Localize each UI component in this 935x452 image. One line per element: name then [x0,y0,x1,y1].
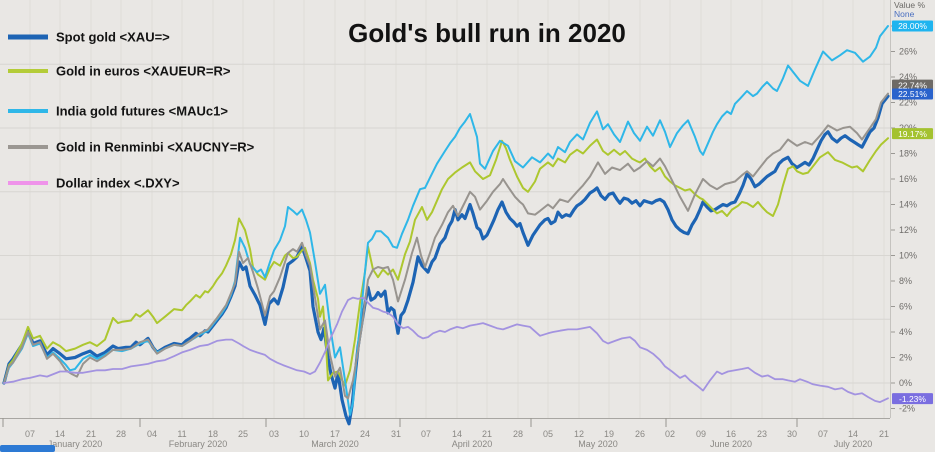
x-axis-week-label: 16 [726,429,736,439]
x-axis-week-label: 30 [787,429,797,439]
last-value-badge-label: 22.51% [898,89,927,99]
x-axis-month-label: June 2020 [710,439,752,449]
y-axis-tick-label: 12% [899,225,917,235]
last-value-badge-label: -1.23% [899,394,926,404]
series-line-dollar-index-dxy [3,296,889,404]
x-axis-week-label: 10 [299,429,309,439]
legend-item-gold-in-renminbi-xaucny-r: Gold in Renminbi <XAUCNY=R> [8,140,255,155]
x-axis-month-label: January 2020 [48,439,103,449]
last-value-badge-28-00 [892,20,933,32]
y-axis-tick-label: 10% [899,251,917,261]
x-axis-month-label: May 2020 [578,439,618,449]
y-axis-tick-label: 26% [899,47,917,57]
y-axis-tick-label: 22% [899,98,917,108]
legend-item-gold-in-euros-xaueur-r: Gold in euros <XAUEUR=R> [8,64,231,79]
corner-window-fragment [0,445,55,452]
x-axis-week-label: 07 [421,429,431,439]
legend-item-dollar-index-dxy: Dollar index <.DXY> [8,176,180,191]
y-axis-tick-label: 4% [899,327,912,337]
x-axis-month-label: March 2020 [311,439,359,449]
x-axis-week-label: 18 [208,429,218,439]
x-axis-week-label: 19 [604,429,614,439]
x-axis-week-label: 12 [574,429,584,439]
last-value-badge-label: 22.74% [898,80,927,90]
x-axis-week-label: 21 [86,429,96,439]
x-axis-week-label: 21 [482,429,492,439]
x-axis-month-label: July 2020 [834,439,873,449]
x-axis-week-label: 14 [848,429,858,439]
x-axis-week-label: 28 [116,429,126,439]
legend-label: Spot gold <XAU=> [56,30,170,45]
x-axis-month-label: February 2020 [169,439,228,449]
y-axis-tick-label: 20% [899,123,917,133]
legend-item-india-gold-futures-mauc1: India gold futures <MAUc1> [8,104,228,119]
y-axis-tick-label: 16% [899,174,917,184]
x-axis-month-label: April 2020 [452,439,493,449]
series-line-gold-in-renminbi-xaucny-r [3,92,889,400]
x-axis-week-label: 02 [665,429,675,439]
x-axis-week-label: 26 [635,429,645,439]
y-axis-tick-label: 0% [899,378,912,388]
x-axis-week-label: 14 [55,429,65,439]
axis-header-none: None [894,9,915,19]
x-axis-week-label: 31 [391,429,401,439]
y-axis-tick-label: -2% [899,404,915,414]
x-axis-week-label: 05 [543,429,553,439]
y-axis-tick-label: 18% [899,149,917,159]
x-axis-week-label: 03 [269,429,279,439]
legend-label: India gold futures <MAUc1> [56,104,228,119]
legend-label: Dollar index <.DXY> [56,176,180,191]
legend-label: Gold in euros <XAUEUR=R> [56,64,231,79]
x-axis-week-label: 11 [177,429,186,439]
series-line-gold-in-euros-xaueur-r [3,137,889,387]
x-axis-week-label: 04 [147,429,157,439]
legend-label: Gold in Renminbi <XAUCNY=R> [56,140,255,155]
last-value-badge-19-17 [892,128,933,140]
x-axis-week-label: 17 [330,429,340,439]
y-axis-tick-label: 2% [899,353,912,363]
last-value-badge-label: 19.17% [898,129,927,139]
x-axis-week-label: 21 [879,429,889,439]
chart-title: Gold's bull run in 2020 [348,18,626,48]
last-value-badge-22-51 [892,88,933,100]
x-axis-week-label: 23 [757,429,767,439]
last-value-badge-1-23 [892,393,933,405]
legend-item-spot-gold-xau: Spot gold <XAU=> [8,30,170,45]
x-axis-week-label: 09 [696,429,706,439]
y-axis-tick-label: 8% [899,276,912,286]
x-axis-week-label: 25 [238,429,248,439]
y-axis-tick-label: 6% [899,302,912,312]
x-axis-week-label: 07 [25,429,35,439]
last-value-badge-label: 28.00% [898,21,927,31]
y-axis-tick-label: 14% [899,200,917,210]
plot-area[interactable] [0,0,890,418]
axis-header-value-percent: Value % [894,0,925,10]
last-value-badge-22-74 [892,79,933,91]
x-axis-week-label: 24 [360,429,370,439]
x-axis-week-label: 07 [818,429,828,439]
y-axis-tick-label: 24% [899,72,917,82]
x-axis-week-label: 14 [452,429,462,439]
x-axis-week-label: 28 [513,429,523,439]
